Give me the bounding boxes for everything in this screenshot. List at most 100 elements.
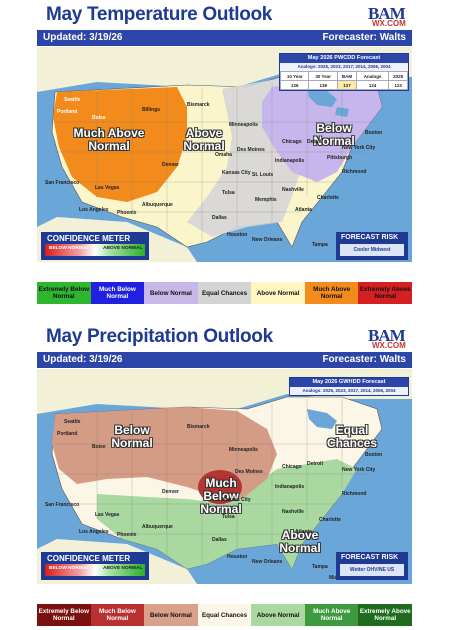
city-label: Tulsa xyxy=(222,190,235,196)
city-label: Bismarck xyxy=(187,424,210,430)
city-label: Boston xyxy=(365,130,383,136)
city-label: Dallas xyxy=(212,537,227,543)
city-label: Boise xyxy=(92,115,106,121)
city-label: Seattle xyxy=(64,419,81,425)
confidence-right-label: ABOVE NORMAL xyxy=(103,566,143,571)
gwhdd-forecast-table: May 2026 GWHDD Forecast Analogs: 2025, 2… xyxy=(289,377,409,396)
city-label: Dallas xyxy=(212,215,227,221)
city-label: Portland xyxy=(57,431,78,437)
much-below-normal-area xyxy=(198,470,242,504)
region-label-equal: Equal Chances xyxy=(327,423,378,450)
state-borders xyxy=(55,77,377,242)
table-header: 10 Year xyxy=(279,71,310,81)
confidence-right-label: ABOVE NORMAL xyxy=(103,246,143,251)
city-label: Charlotte xyxy=(317,195,339,201)
state-borders xyxy=(55,399,377,564)
city-label: Des Moines xyxy=(235,469,263,475)
city-label: Detroit xyxy=(307,461,324,467)
legend-item: Much Below Normal xyxy=(90,282,145,304)
much-above-normal-area xyxy=(53,87,187,202)
region-label-below: Below Normal xyxy=(111,423,153,450)
city-label: Richmond xyxy=(342,491,367,497)
city-label: Indianapolis xyxy=(275,484,305,490)
legend-item: Equal Chances xyxy=(197,282,252,304)
header-bar: Updated: 3/19/26 Forecaster: Walts xyxy=(37,352,412,368)
table-header: BAM xyxy=(336,71,358,81)
updated-date: Updated: 3/19/26 xyxy=(43,354,123,365)
bam-logo: BAM WX.COM xyxy=(368,326,406,350)
city-label: Los Angeles xyxy=(79,529,109,535)
city-label: Boston xyxy=(365,452,383,458)
city-label: Las Vegas xyxy=(95,512,120,518)
city-label: New York City xyxy=(342,145,376,151)
forecast-risk-title: FORECAST RISK xyxy=(341,554,399,561)
forecast-risk-value: Wetter OHV/NE US xyxy=(340,564,404,576)
forecast-risk-box: FORECAST RISK Cooler Midwest xyxy=(336,232,408,260)
region-label-above: Above Normal xyxy=(183,126,225,153)
city-label: San Francisco xyxy=(45,180,80,186)
great-lakes xyxy=(307,87,337,107)
legend-item: Extremely Below Normal xyxy=(37,604,91,626)
region-label-much-below: Much Below Normal xyxy=(200,476,242,516)
temperature-map-svg xyxy=(37,47,412,262)
page-title: May Temperature Outlook xyxy=(46,4,273,25)
city-label: Boise xyxy=(92,444,106,450)
forecast-table-title: May 2026 PWCDD Forecast xyxy=(280,54,408,63)
city-label: Portland xyxy=(57,109,78,115)
table-header: Analogs xyxy=(356,71,390,81)
city-label: Phoenix xyxy=(117,532,137,538)
region-label-above: Above Normal xyxy=(279,528,321,555)
forecaster-name: Forecaster: Walts xyxy=(322,32,406,43)
city-label: Billings xyxy=(142,107,161,113)
bam-logo: BAM WX.COM xyxy=(368,4,406,28)
city-label: Nashville xyxy=(282,187,304,193)
legend-item: Above Normal xyxy=(251,604,305,626)
city-label: Seattle xyxy=(64,97,81,103)
city-label: Indianapolis xyxy=(275,158,305,164)
confidence-meter-bar xyxy=(45,564,145,576)
updated-date: Updated: 3/19/26 xyxy=(43,32,123,43)
legend-item: Equal Chances xyxy=(197,604,252,626)
confidence-left-label: BELOW NORMAL xyxy=(49,566,90,571)
city-label: Minneapolis xyxy=(229,122,258,128)
city-label: Kansas City xyxy=(222,170,251,176)
city-label: San Francisco xyxy=(45,502,80,508)
city-label: Des Moines xyxy=(237,147,265,153)
table-header: 2025 xyxy=(388,71,408,81)
confidence-meter: CONFIDENCE METER BELOW NORMAL ABOVE NORM… xyxy=(41,232,149,260)
great-lakes xyxy=(307,409,337,429)
city-label: St. Louis xyxy=(252,172,274,178)
forecast-risk-value: Cooler Midwest xyxy=(340,244,404,256)
city-label: Albuquerque xyxy=(142,202,173,208)
region-label-below: Below Normal xyxy=(313,121,355,148)
confidence-meter: CONFIDENCE METER BELOW NORMAL ABOVE NORM… xyxy=(41,552,149,580)
city-label: Kansas City xyxy=(222,497,251,503)
table-header: 30 Year xyxy=(308,71,338,81)
city-label: Phoenix xyxy=(117,210,137,216)
precipitation-legend: Extremely Below Normal Much Below Normal… xyxy=(37,604,413,626)
legend-item: Extremely Above Normal xyxy=(358,604,413,626)
legend-item: Extremely Below Normal xyxy=(37,282,91,304)
forecast-table-analogs: Analogs: 2025, 2023, 2017, 2014, 2006, 2… xyxy=(290,387,408,395)
city-label: Charlotte xyxy=(319,517,341,523)
city-label: Tampa xyxy=(312,564,328,570)
city-label: Minneapolis xyxy=(229,447,258,453)
legend-item: Much Above Normal xyxy=(304,282,359,304)
city-label: Chicago xyxy=(282,139,302,145)
legend-item: Above Normal xyxy=(251,282,305,304)
city-label: Omaha xyxy=(215,152,232,158)
confidence-left-label: BELOW NORMAL xyxy=(49,246,90,251)
temperature-map: May 2026 PWCDD Forecast Analogs: 2025, 2… xyxy=(37,47,412,262)
city-label: Richmond xyxy=(342,169,367,175)
precipitation-map-svg xyxy=(37,369,412,584)
city-label: New Orleans xyxy=(252,237,283,243)
city-label: Nashville xyxy=(282,509,304,515)
temperature-outlook-panel: May Temperature Outlook BAM WX.COM Update… xyxy=(0,0,450,312)
forecast-risk-title: FORECAST RISK xyxy=(341,234,399,241)
city-label: Houston xyxy=(227,232,248,238)
above-normal-area xyxy=(97,459,357,569)
table-cell: 139 xyxy=(308,80,338,90)
city-label: Los Angeles xyxy=(79,207,109,213)
city-label: Chicago xyxy=(282,464,302,470)
table-cell: 124 xyxy=(356,80,390,90)
